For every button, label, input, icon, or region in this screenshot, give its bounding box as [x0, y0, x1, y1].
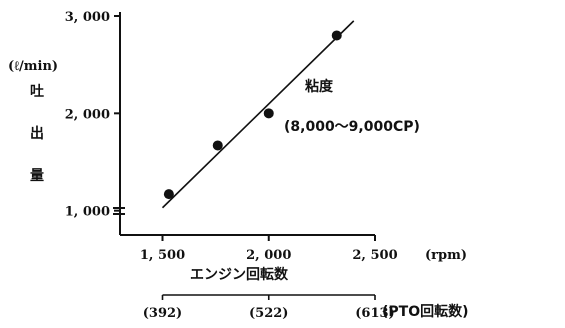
x-axis-label: エンジン回転数 — [190, 266, 289, 283]
y-axis-unit: (ℓ/min) — [8, 59, 58, 74]
y-axis-label: 吐出量 — [30, 84, 44, 184]
viscosity-range: (8,000～9,000CP) — [284, 119, 420, 135]
pto-tick-label-0: (392) — [143, 306, 182, 321]
pto-scale: (392) (522) (613) — [143, 294, 395, 321]
x-tick-label-2: 2, 500 — [352, 248, 397, 263]
pto-axis-label: (PTO回転数) — [382, 303, 469, 320]
y-label-char-2: 量 — [30, 168, 44, 184]
y-axis-break-mark — [113, 207, 125, 215]
data-points — [163, 30, 342, 200]
trend-line — [161, 20, 355, 209]
data-point-2 — [263, 108, 274, 119]
pto-tick-label-2: (613) — [355, 306, 394, 321]
data-point-0 — [163, 189, 174, 200]
x-tick-label-0: 1, 500 — [140, 248, 185, 263]
y-label-char-0: 吐 — [30, 84, 44, 100]
y-ticks: 1, 000 2, 000 3, 000 — [65, 10, 120, 220]
data-point-1 — [212, 140, 223, 151]
pto-tick-label-1: (522) — [249, 306, 288, 321]
viscosity-title: 粘度 — [305, 78, 334, 95]
x-axis-unit: (rpm) — [425, 248, 467, 263]
data-point-3 — [331, 30, 342, 41]
y-label-char-1: 出 — [30, 125, 44, 142]
y-tick-label-2: 3, 000 — [65, 10, 110, 25]
y-tick-label-0: 1, 000 — [65, 205, 110, 220]
y-tick-label-1: 2, 000 — [65, 107, 110, 122]
x-tick-label-1: 2, 000 — [246, 248, 291, 263]
x-ticks: 1, 500 2, 000 2, 500 — [140, 235, 398, 263]
